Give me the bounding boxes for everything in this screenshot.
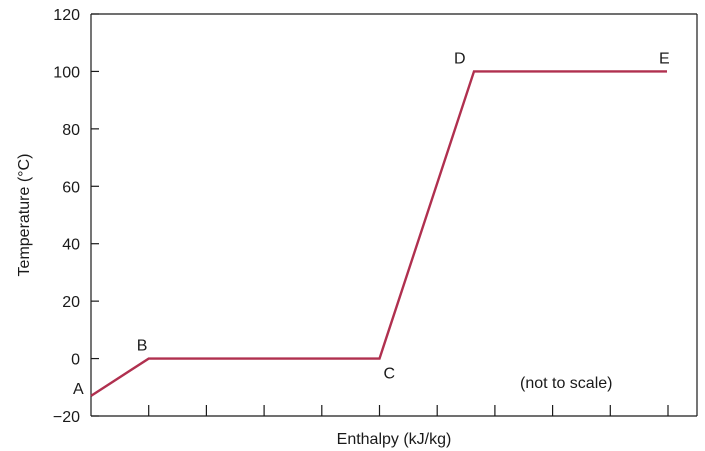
y-tick-label: 20 <box>62 294 80 311</box>
y-tick-label: 40 <box>62 237 80 254</box>
y-tick-label: 80 <box>62 122 80 139</box>
y-tick-label: −20 <box>53 409 80 426</box>
y-tick-label: 60 <box>62 179 80 196</box>
point-labels: A B C D E <box>73 50 670 397</box>
x-ticks <box>148 405 669 416</box>
point-label-d: D <box>454 50 466 67</box>
not-to-scale-note: (not to scale) <box>520 375 612 392</box>
x-axis-label: Enthalpy (kJ/kg) <box>337 431 452 448</box>
axes <box>90 13 698 417</box>
y-axis-label: Temperature (°C) <box>16 154 33 277</box>
y-ticks: −20 0 20 40 60 80 100 120 <box>53 7 99 426</box>
enthalpy-temperature-line <box>90 70 667 397</box>
series-layer <box>90 70 667 397</box>
y-tick-label: 100 <box>53 64 80 81</box>
point-label-e: E <box>659 50 670 67</box>
y-tick-label: 0 <box>71 352 80 369</box>
point-label-c: C <box>384 366 396 383</box>
point-label-b: B <box>137 338 148 355</box>
y-tick-label: 120 <box>53 7 80 24</box>
point-label-a: A <box>73 381 84 398</box>
